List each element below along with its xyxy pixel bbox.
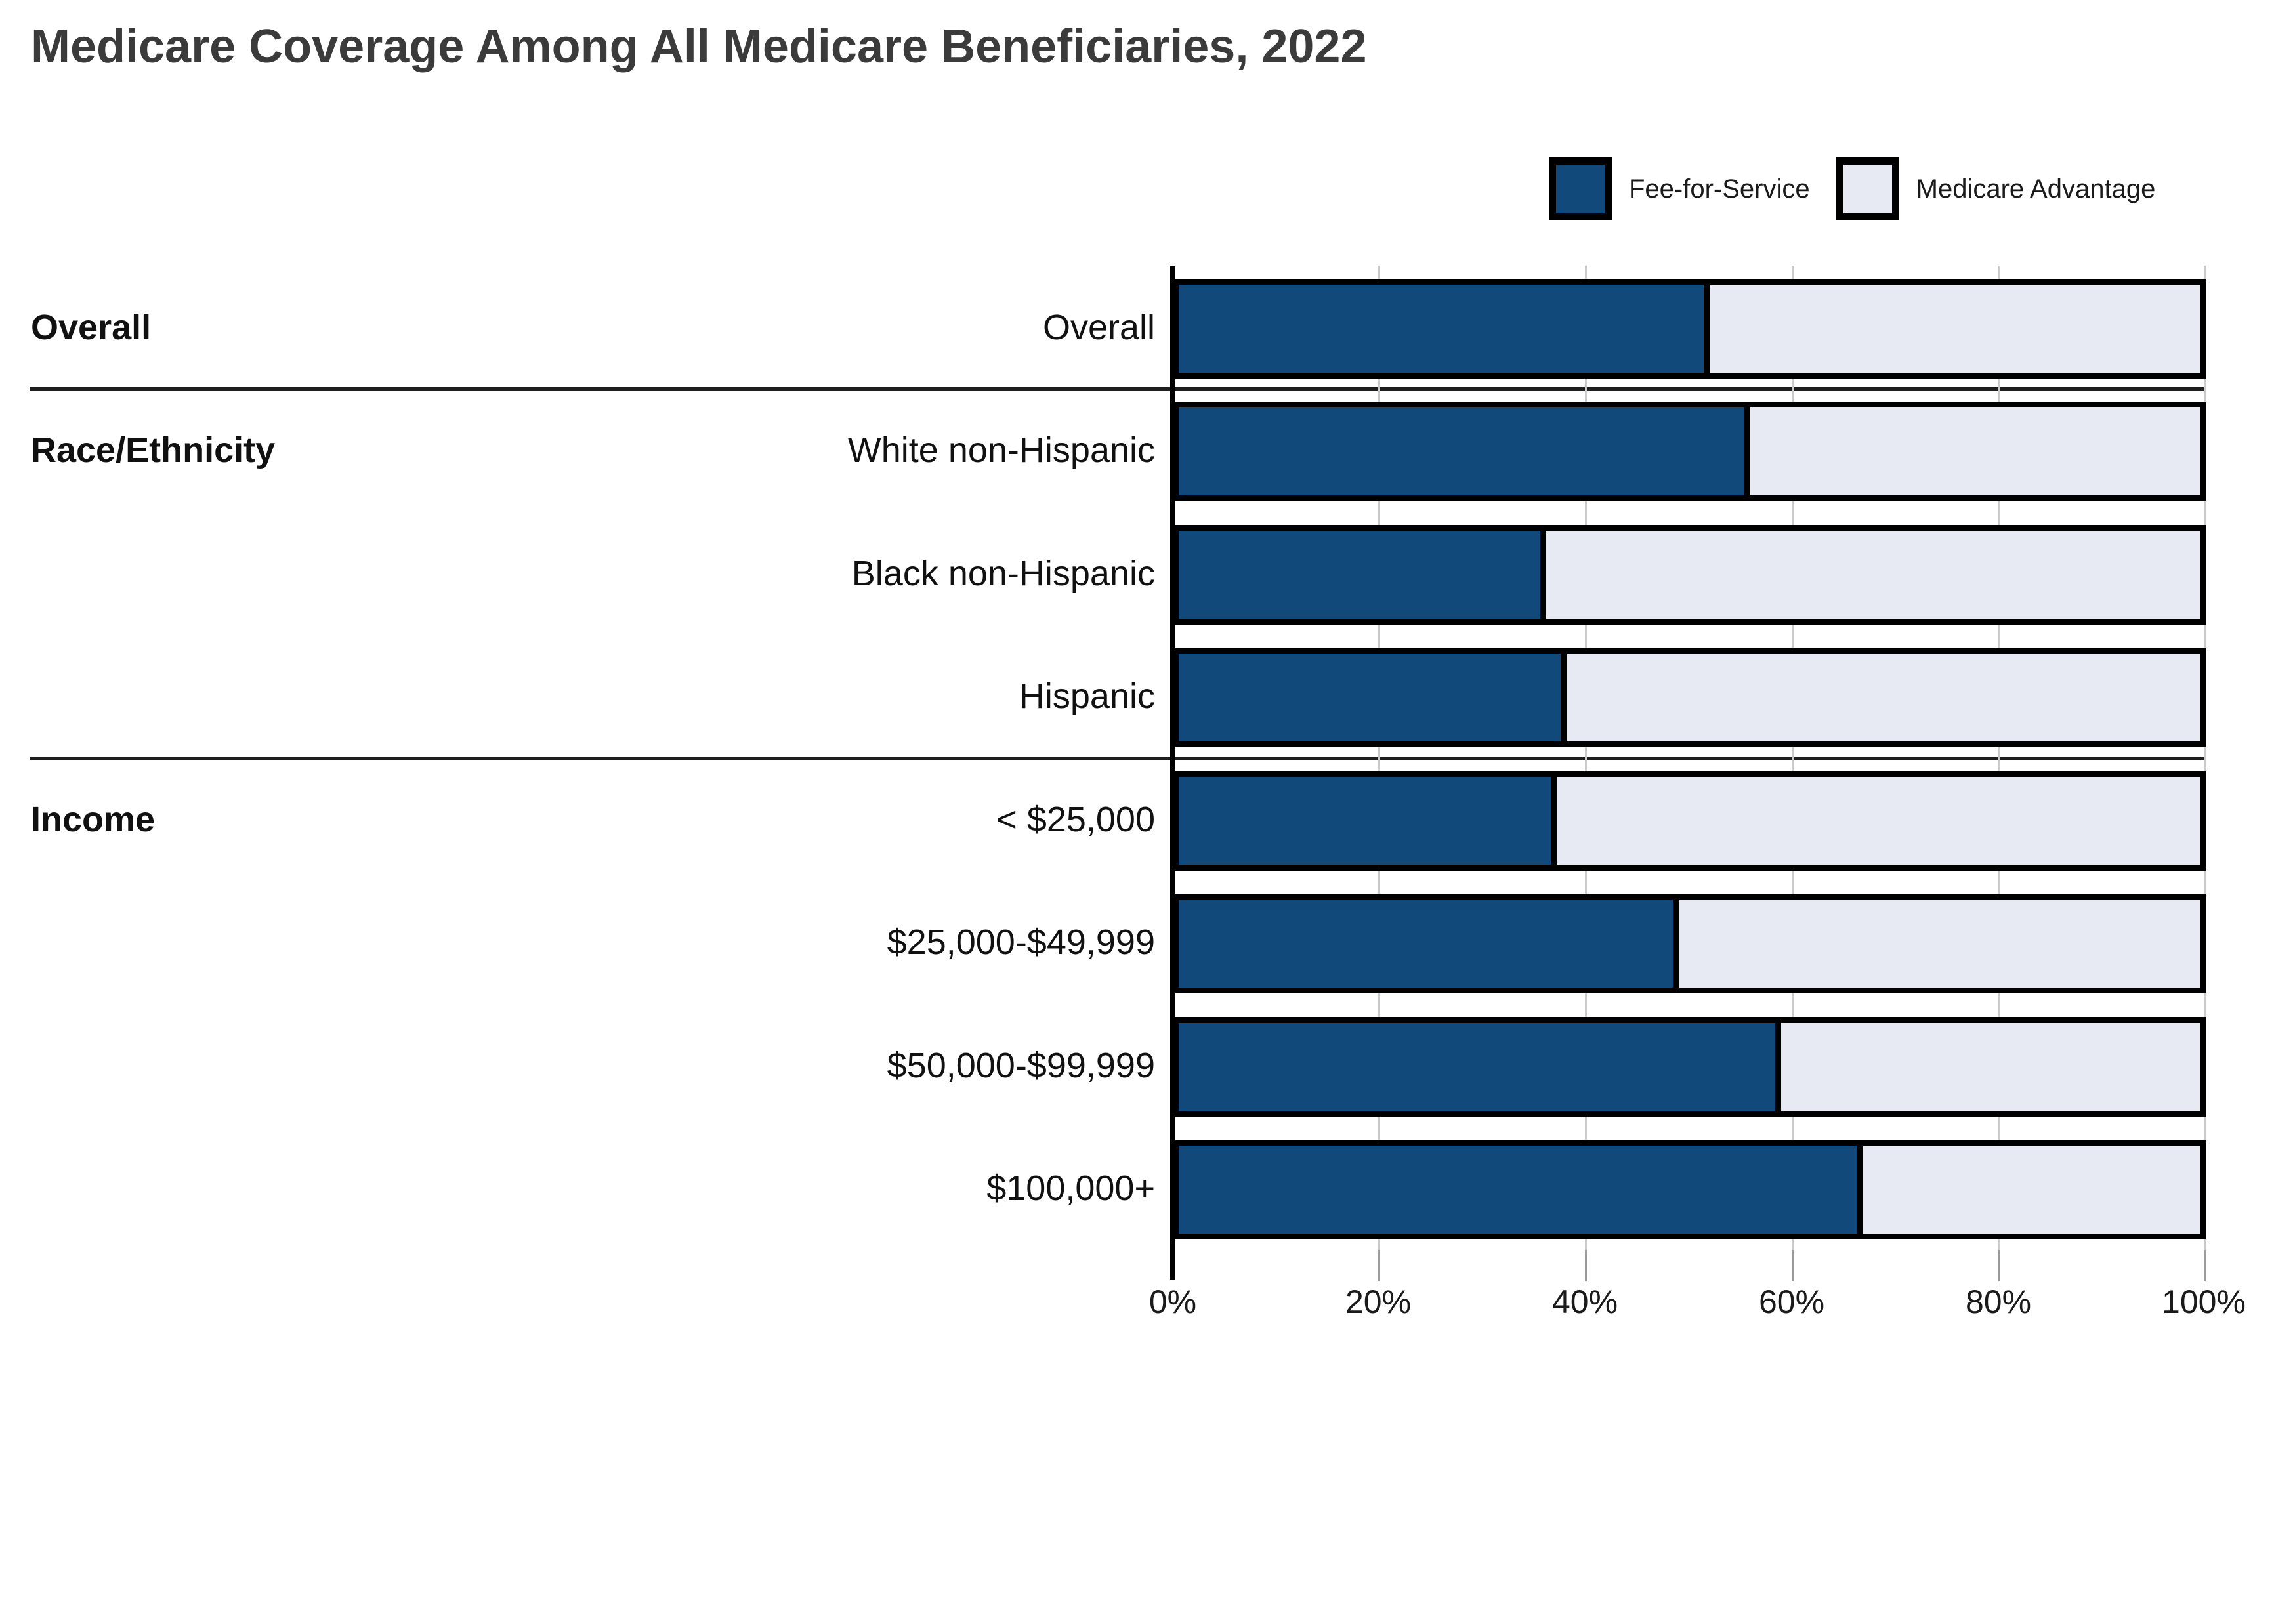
legend-item-medicare-advantage: Medicare Advantage xyxy=(1836,157,2156,220)
ffs-segment xyxy=(1179,531,1547,619)
category-label: < $25,000 xyxy=(996,800,1155,839)
legend-item-fee-for-service: Fee-for-Service xyxy=(1549,157,1810,220)
ma-segment xyxy=(1863,1146,2200,1234)
ffs-segment xyxy=(1179,900,1679,988)
ma-segment xyxy=(1710,285,2200,373)
bar-row xyxy=(1173,402,2206,501)
bar-row xyxy=(1173,648,2206,747)
section-divider xyxy=(30,757,2206,760)
legend-label: Medicare Advantage xyxy=(1916,174,2156,203)
bar-row xyxy=(1173,279,2206,379)
legend-swatch xyxy=(1836,157,1899,220)
x-tick-label: 0% xyxy=(1148,1283,1197,1320)
legend: Fee-for-Service Medicare Advantage xyxy=(1549,157,2155,220)
gridline-80 xyxy=(1998,266,2000,1250)
bar-row xyxy=(1173,1017,2206,1117)
gridline-20 xyxy=(1378,266,1380,1250)
plot-area xyxy=(1170,266,2206,1281)
chart-title: Medicare Coverage Among All Medicare Ben… xyxy=(31,20,1367,73)
category-label: Hispanic xyxy=(1019,677,1155,716)
ffs-segment xyxy=(1179,1146,1863,1234)
category-label: White non-Hispanic xyxy=(847,430,1155,470)
ma-segment xyxy=(1750,407,2200,495)
ma-segment xyxy=(1567,654,2200,741)
axis-tick xyxy=(1585,1250,1587,1281)
axis-tick xyxy=(1792,1250,1794,1281)
bar-row xyxy=(1173,894,2206,993)
category-label: $50,000-$99,999 xyxy=(887,1046,1155,1085)
category-label: $25,000-$49,999 xyxy=(887,923,1155,962)
ma-segment xyxy=(1556,777,2200,865)
category-label: Black non-Hispanic xyxy=(851,554,1155,593)
ma-segment xyxy=(1546,531,2200,619)
gridline-60 xyxy=(1792,266,1794,1250)
x-tick-label: 20% xyxy=(1345,1283,1412,1320)
bar-row xyxy=(1173,771,2206,871)
ffs-segment xyxy=(1179,285,1710,373)
gridline-40 xyxy=(1585,266,1587,1250)
ffs-segment xyxy=(1179,777,1557,865)
section-label-race-ethnicity: Race/Ethnicity xyxy=(31,430,276,470)
axis-tick xyxy=(1378,1250,1380,1281)
axis-tick xyxy=(2204,1250,2206,1281)
ffs-segment xyxy=(1179,654,1567,741)
axis-tick xyxy=(1998,1250,2000,1281)
ffs-segment xyxy=(1179,1023,1782,1111)
category-label: Overall xyxy=(1042,308,1155,347)
gridline-100 xyxy=(2204,266,2206,1250)
bar-row xyxy=(1173,1140,2206,1239)
x-tick-label: 60% xyxy=(1758,1283,1825,1320)
y-axis-line xyxy=(1170,266,1175,1280)
category-label: $100,000+ xyxy=(986,1169,1155,1208)
section-divider xyxy=(30,387,2206,391)
ffs-segment xyxy=(1179,407,1751,495)
ma-segment xyxy=(1781,1023,2200,1111)
legend-swatch xyxy=(1549,157,1612,220)
x-tick-label: 80% xyxy=(1965,1283,2032,1320)
section-label-income: Income xyxy=(31,800,156,839)
section-label-overall: Overall xyxy=(31,308,152,347)
x-tick-label: 40% xyxy=(1551,1283,1618,1320)
x-tick-label: 100% xyxy=(2162,1283,2246,1320)
bar-row xyxy=(1173,525,2206,625)
ma-segment xyxy=(1679,900,2200,988)
legend-label: Fee-for-Service xyxy=(1629,174,1810,203)
